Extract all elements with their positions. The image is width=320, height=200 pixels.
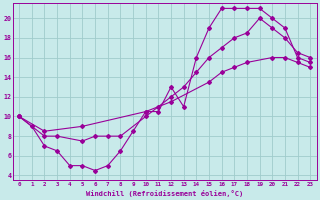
X-axis label: Windchill (Refroidissement éolien,°C): Windchill (Refroidissement éolien,°C) xyxy=(86,190,243,197)
